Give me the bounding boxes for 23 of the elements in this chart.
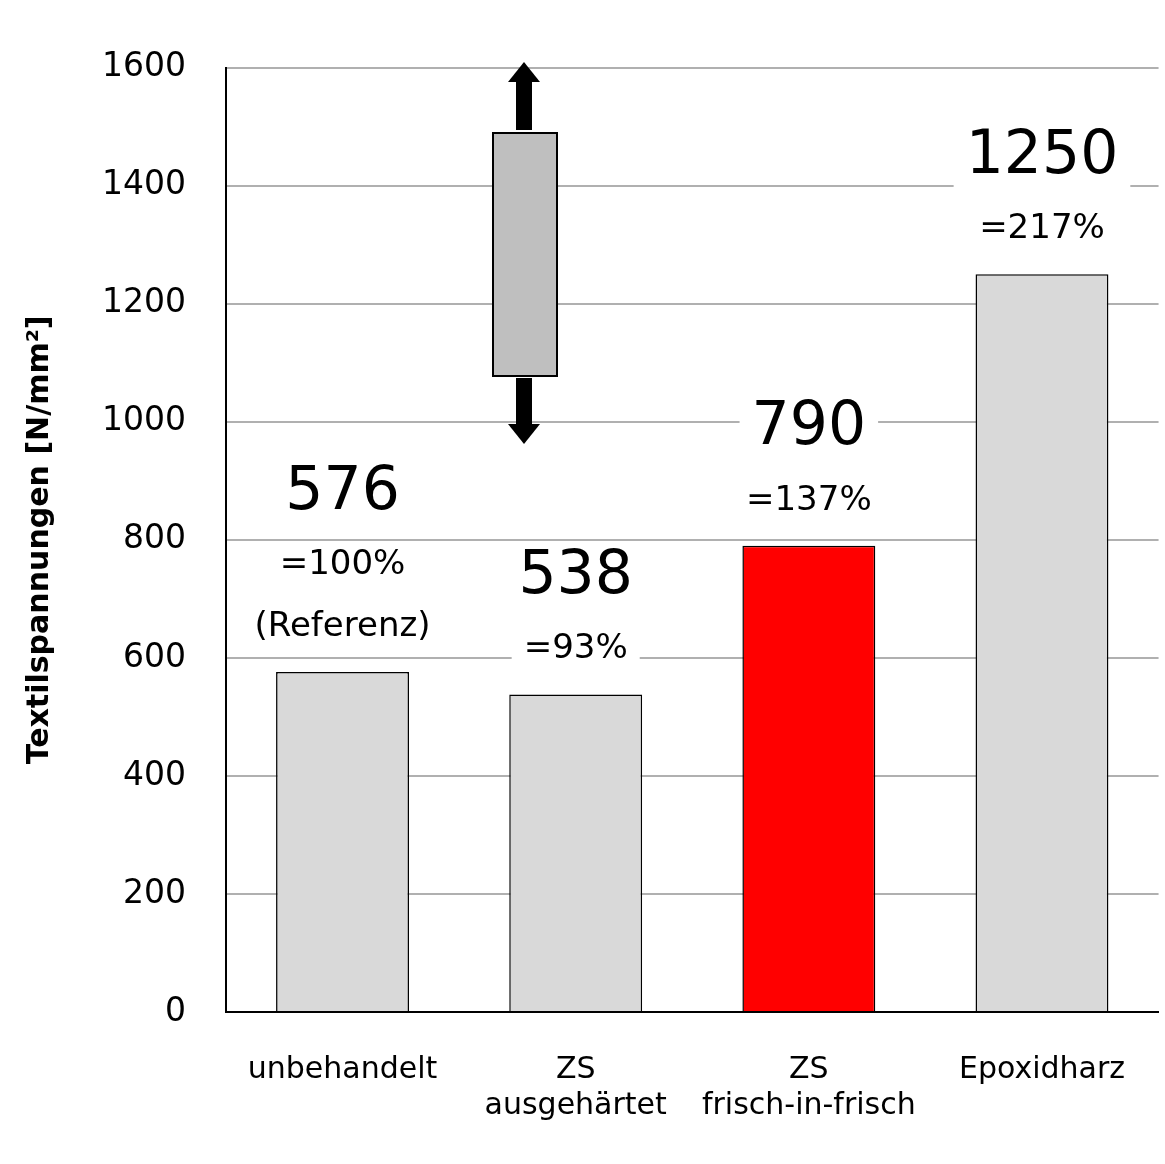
y-tick-label: 1200 (102, 281, 186, 321)
y-tick-label: 1000 (102, 399, 186, 439)
annotation: (Referenz) (254, 603, 431, 644)
annotation: =93% (523, 626, 628, 667)
annotation: =100% (279, 541, 406, 582)
y-tick-label: 200 (122, 871, 186, 911)
x-tick-label: ZS frisch-in-frisch (701, 1049, 916, 1121)
x-tick-label: ZS ausgehärtet (484, 1049, 668, 1121)
x-tick-label: unbehandelt (247, 1049, 438, 1085)
y-tick-label: 0 (164, 989, 186, 1029)
y-axis-title: Textilspannungen [N/mm²] (19, 315, 55, 765)
x-tick-label: Epoxidharz (958, 1049, 1125, 1085)
y-tick-label: 1400 (102, 163, 186, 203)
y-tick-label: 1600 (102, 45, 186, 85)
data-label: 576 (285, 452, 400, 523)
y-tick-label: 400 (122, 753, 186, 793)
data-label: 538 (518, 537, 633, 608)
y-tick-label: 600 (122, 635, 186, 675)
y-tick-label: 800 (122, 517, 186, 557)
annotation: =137% (745, 477, 872, 518)
data-label: 1250 (965, 116, 1119, 187)
annotation: =217% (979, 206, 1105, 247)
data-label: 790 (751, 388, 867, 459)
